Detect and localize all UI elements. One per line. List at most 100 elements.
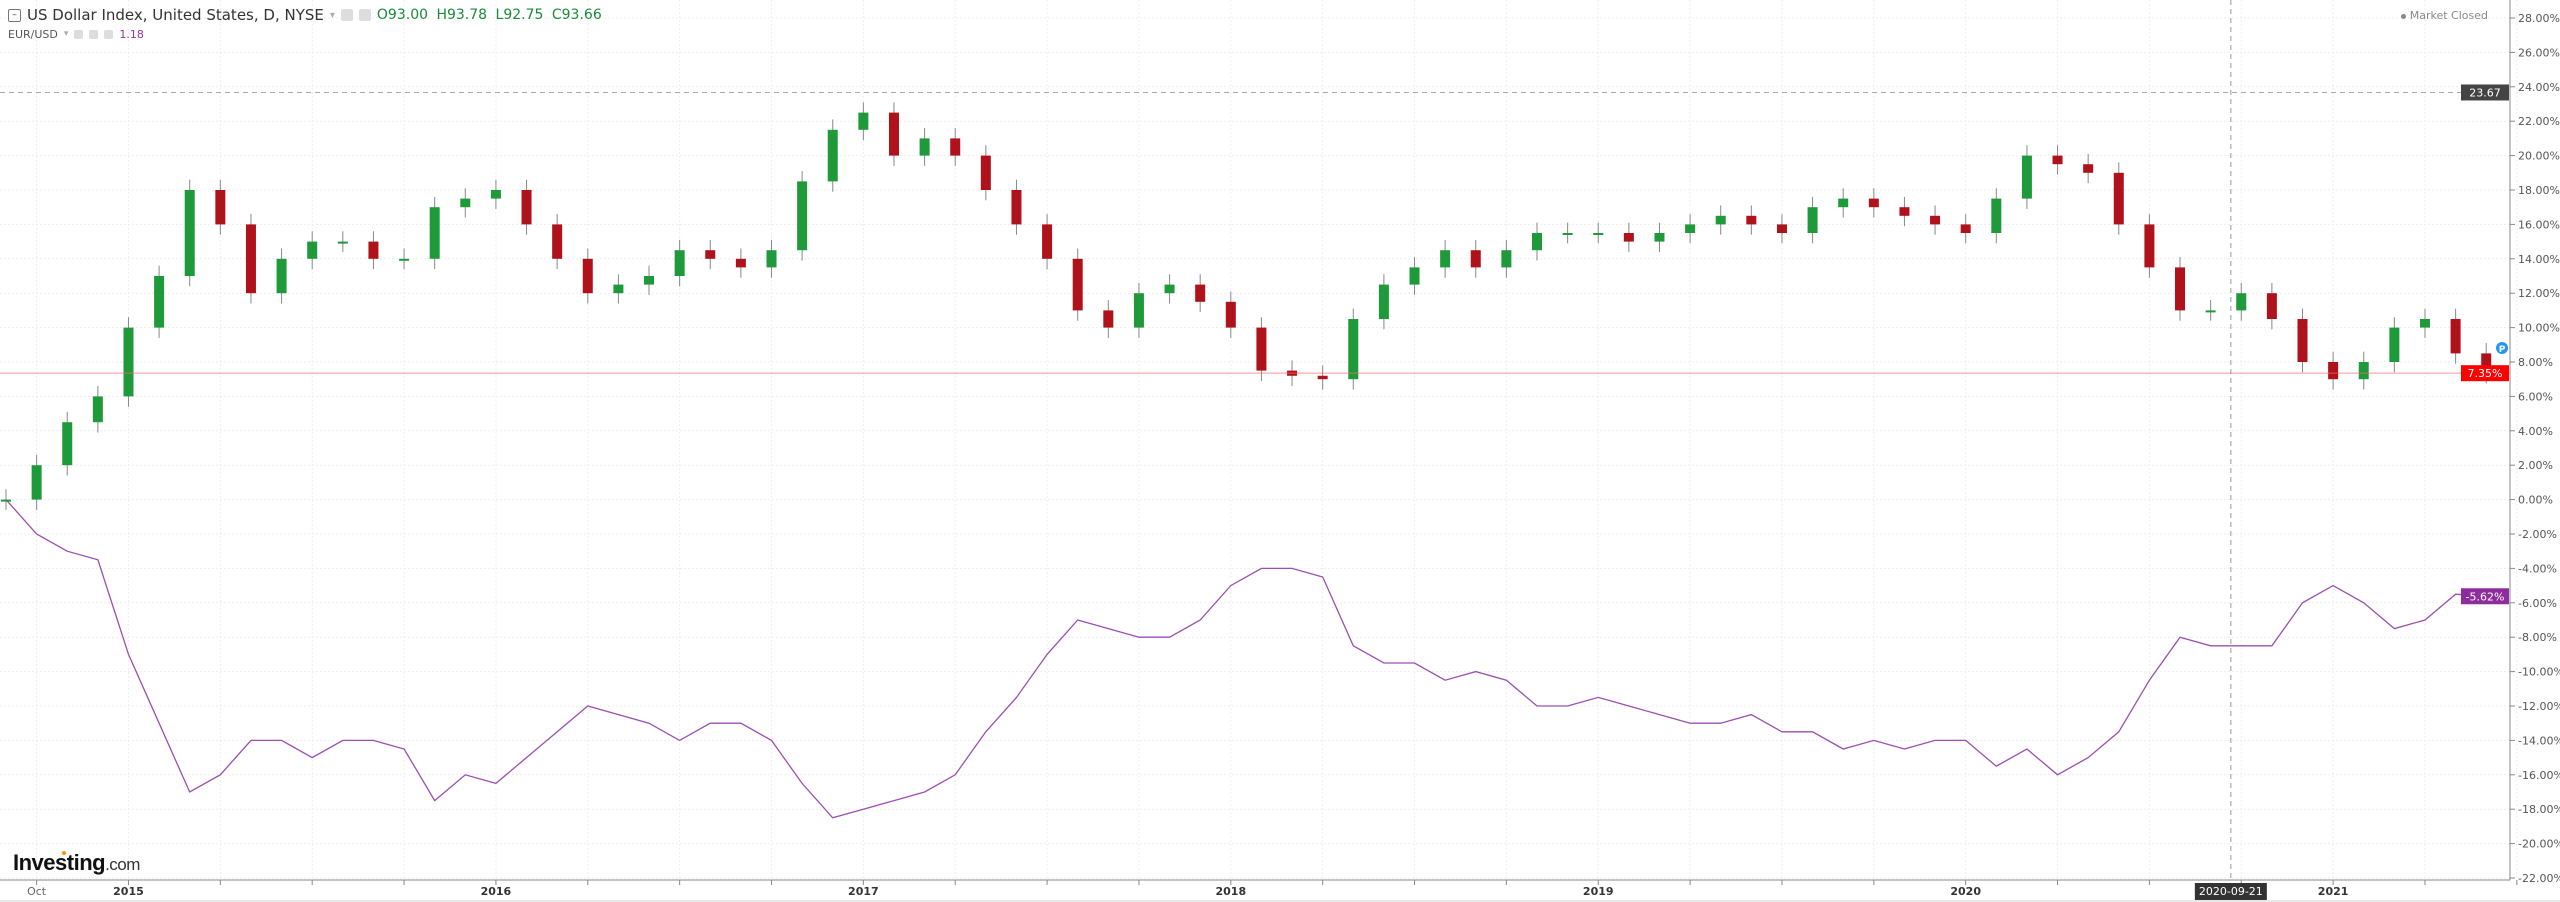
candle-body (1195, 284, 1206, 302)
y-tick-label: -2.00% (2518, 528, 2557, 541)
candle-body (1991, 198, 2002, 233)
high-value: H93.78 (436, 7, 488, 23)
candle-body (368, 241, 379, 259)
alert-marker-icon[interactable] (2496, 342, 2508, 354)
candle-body (276, 258, 287, 294)
collapse-icon[interactable]: – (8, 8, 21, 22)
y-tick-label: 4.00% (2518, 425, 2553, 438)
candle-body (429, 207, 440, 259)
y-tick-label: -14.00% (2518, 734, 2560, 747)
candle-body (2481, 353, 2492, 374)
alert-marker-label: P (2499, 345, 2506, 355)
candle-body (62, 422, 73, 466)
close-icon[interactable] (104, 29, 114, 39)
candle-body (735, 258, 746, 268)
crosshair-date-label: 2020-09-21 (2199, 885, 2263, 898)
eye-icon[interactable] (340, 9, 353, 21)
x-tick-label: 2015 (113, 885, 144, 898)
candle-body (2297, 319, 2308, 362)
candle-body (154, 276, 165, 328)
ohlc-values: O93.00 H93.78 L92.75 C93.66 (377, 7, 606, 23)
last-price-label: 7.35% (2468, 367, 2503, 380)
candle-body (1930, 215, 1941, 225)
candle-body (2175, 267, 2186, 311)
candle-body (1623, 233, 1634, 242)
compare-last-label-bg (2461, 588, 2509, 605)
candle-body (766, 250, 777, 268)
gear-icon[interactable] (358, 9, 371, 21)
y-tick-label: -16.00% (2518, 769, 2560, 782)
y-tick-label: 10.00% (2518, 322, 2560, 335)
x-tick-label: 2016 (481, 885, 512, 898)
candle-body (858, 112, 869, 130)
gear-icon[interactable] (89, 29, 99, 39)
y-tick-label: 8.00% (2518, 356, 2553, 369)
candle-body (552, 224, 563, 259)
candle-body (1378, 284, 1389, 319)
candle-body (2358, 362, 2369, 380)
candle-body (307, 241, 318, 259)
legend-compare-row: EUR/USD ▾ 1.18 (8, 26, 606, 42)
candle-body (1899, 207, 1910, 216)
candle-body (1838, 198, 1849, 208)
candle-body (674, 250, 685, 276)
chevron-down-icon[interactable]: ▾ (329, 9, 335, 21)
candle-body (1807, 207, 1818, 233)
candle-body (705, 250, 716, 259)
bottom-border (0, 900, 2560, 902)
candle-body (1011, 190, 1022, 225)
candle-body (31, 465, 42, 500)
legend-main-row: – US Dollar Index, United States, D, NYS… (8, 4, 606, 26)
candle-body (1654, 233, 1665, 242)
x-tick-label: 2018 (1215, 885, 1246, 898)
candle-body (1593, 233, 1604, 235)
y-tick-label: -8.00% (2518, 631, 2557, 644)
candle-body (2236, 293, 2247, 311)
candle-body (2113, 172, 2124, 225)
close-value: C93.66 (551, 7, 602, 23)
y-tick-label: 18.00% (2518, 184, 2560, 197)
y-tick-label: 22.00% (2518, 115, 2560, 128)
candle-body (1, 499, 11, 502)
chevron-down-icon[interactable]: ▾ (63, 29, 69, 39)
y-tick-label: -10.00% (2518, 666, 2560, 679)
candle-body (460, 198, 471, 208)
candle-body (1501, 250, 1512, 268)
candle-body (123, 327, 134, 397)
candle-body (1103, 310, 1114, 328)
candle-body (980, 155, 991, 190)
candle-body (919, 138, 930, 156)
candle-body (1042, 224, 1053, 259)
candle-body (2083, 164, 2094, 173)
candle-body (215, 190, 226, 225)
y-tick-label: 26.00% (2518, 46, 2560, 59)
x-tick-label: Oct (27, 885, 47, 898)
eye-icon[interactable] (74, 29, 84, 39)
candle-body (582, 258, 593, 294)
y-tick-label: 28.00% (2518, 12, 2560, 25)
candle-body (888, 112, 899, 156)
compare-symbol-label[interactable]: EUR/USD (8, 27, 58, 41)
y-tick-label: 2.00% (2518, 459, 2553, 472)
candle-body (1868, 198, 1879, 208)
candle-body (1409, 267, 1420, 285)
candle-body (2052, 155, 2063, 165)
investing-logo: Investing.com (13, 850, 140, 875)
candle-body (1532, 233, 1542, 251)
candle-body (92, 396, 103, 423)
candle-body (1470, 250, 1481, 268)
candle-body (184, 190, 195, 276)
candle-body (1715, 215, 1726, 225)
x-tick-label: 2017 (848, 885, 879, 898)
y-tick-label: 16.00% (2518, 218, 2560, 231)
candle-body (797, 181, 808, 251)
candle-body (245, 224, 256, 294)
eurusd-line (5, 499, 2487, 819)
candle-body (2419, 319, 2430, 328)
low-value: L92.75 (495, 7, 544, 23)
y-tick-label: -12.00% (2518, 700, 2560, 713)
main-symbol-label[interactable]: US Dollar Index, United States, D, NYSE (27, 6, 324, 24)
candle-body (1256, 327, 1267, 371)
candle-body (644, 276, 655, 285)
